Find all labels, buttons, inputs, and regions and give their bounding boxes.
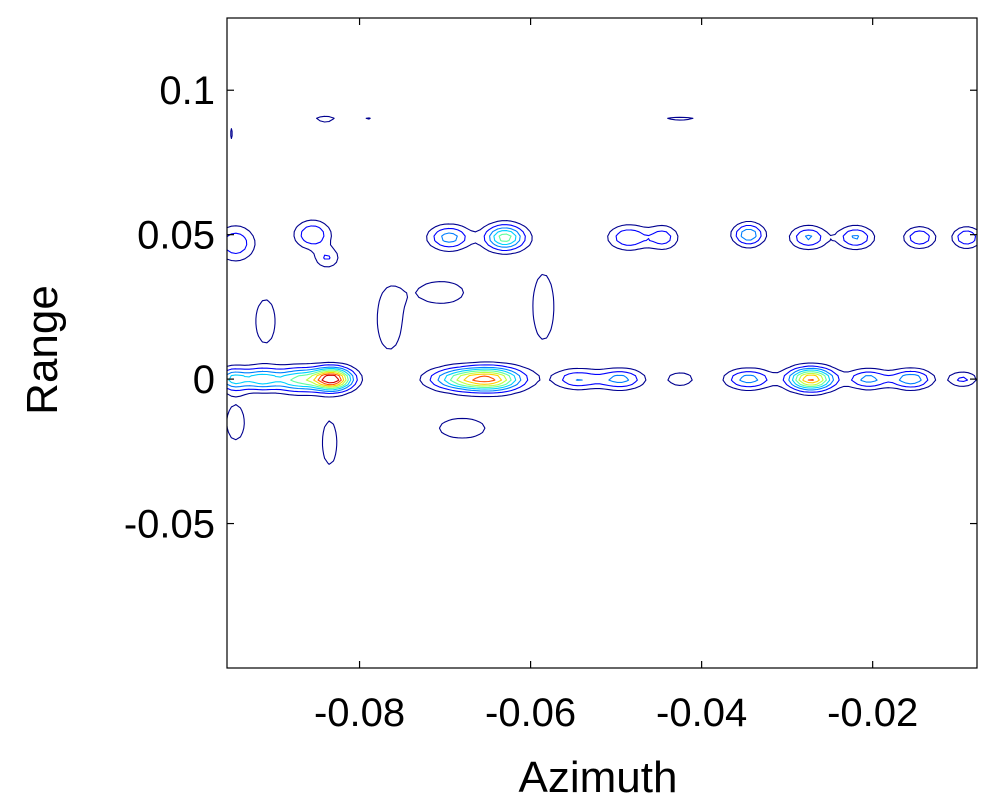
contour-level-7	[313, 371, 820, 387]
y-tick-label: -0.05	[124, 503, 215, 547]
contour-level-3	[226, 227, 922, 393]
y-axis-title: Range	[18, 285, 67, 415]
axis-ticks	[227, 18, 977, 668]
x-tick-labels: -0.08 -0.06 -0.04 -0.02	[314, 691, 918, 735]
y-tick-labels: -0.05 0 0.05 0.1	[124, 69, 215, 546]
plot-background	[227, 18, 977, 668]
contour-level-4	[228, 230, 831, 391]
y-tick-label: 0	[193, 358, 215, 402]
contour-level-5	[290, 233, 827, 389]
x-tick-label: -0.02	[827, 691, 918, 735]
y-tick-label: 0.1	[159, 69, 215, 113]
x-tick-label: -0.08	[314, 691, 405, 735]
x-axis-title: Azimuth	[519, 753, 678, 802]
y-tick-label: 0.05	[137, 214, 215, 258]
plot-frame	[226, 17, 978, 669]
contour-lines	[226, 115, 978, 465]
x-tick-label: -0.04	[656, 691, 747, 735]
contour-level-6	[305, 370, 824, 388]
contour-level-8	[317, 373, 814, 386]
contour-level-9	[321, 374, 340, 384]
x-tick-label: -0.06	[485, 691, 576, 735]
contour-level-2	[226, 224, 977, 395]
contour-level-1	[226, 115, 978, 465]
